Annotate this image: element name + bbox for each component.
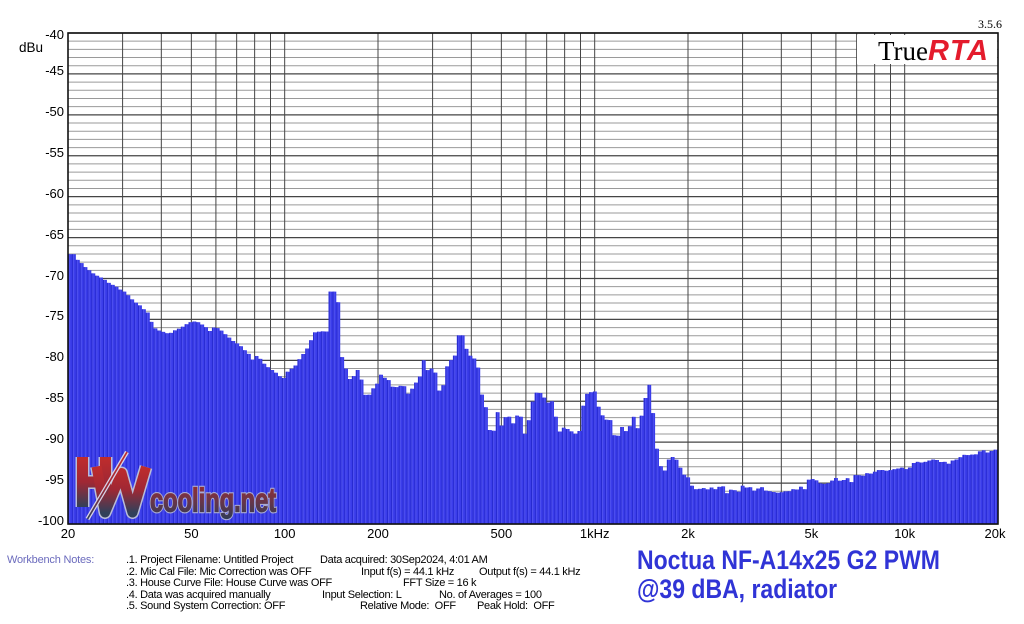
svg-text:cooling.net: cooling.net <box>150 483 277 520</box>
svg-text:cooling.net: cooling.net <box>150 483 277 520</box>
